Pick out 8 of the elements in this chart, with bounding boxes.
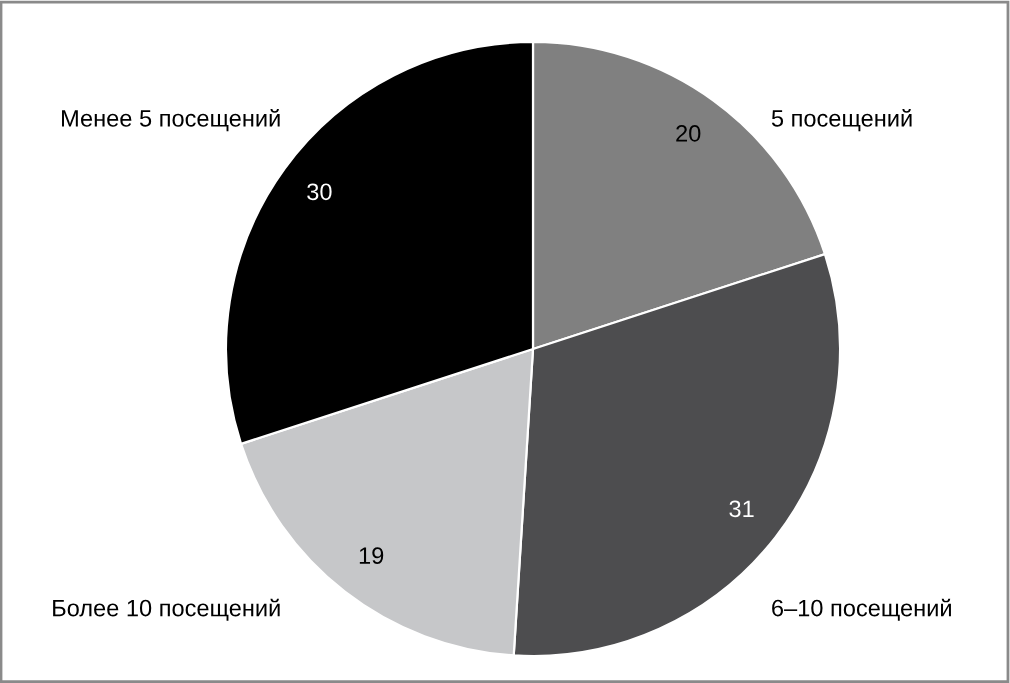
data-label: 30 <box>307 183 332 201</box>
slice-label: Более 10 посещений <box>53 598 280 621</box>
data-label: 31 <box>729 500 754 518</box>
slice-label: 5 посещений <box>771 108 912 132</box>
data-label: 20 <box>676 125 701 142</box>
slice-label: Менее 5 посещений <box>62 108 280 132</box>
slice-label: 6–10 посещений <box>772 598 951 621</box>
data-label: 19 <box>359 547 384 564</box>
